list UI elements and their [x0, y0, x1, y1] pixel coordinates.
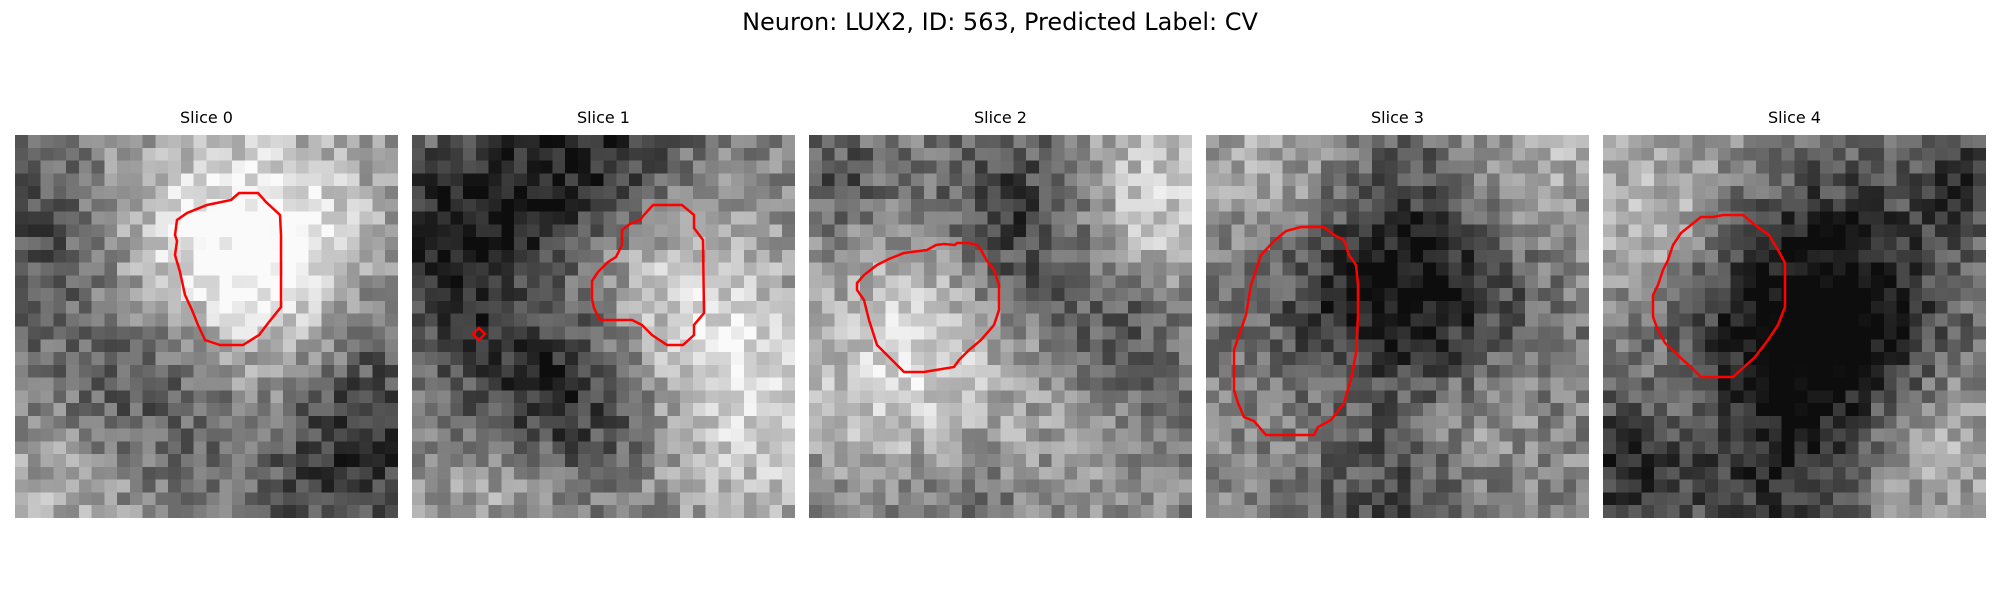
slice-image [1603, 135, 1986, 518]
roi-contour [173, 191, 283, 347]
roi-contour [855, 241, 1001, 374]
slice-title: Slice 3 [1371, 108, 1424, 127]
slice-image [15, 135, 398, 518]
roi-contour [1651, 213, 1787, 379]
slice-image [809, 135, 1192, 518]
slice-image [412, 135, 795, 518]
slice-title: Slice 1 [577, 108, 630, 127]
slice-title: Slice 4 [1768, 108, 1821, 127]
roi-contour [590, 203, 706, 347]
slice-image [1206, 135, 1589, 518]
roi-contour [1232, 225, 1360, 437]
slice-title: Slice 2 [974, 108, 1027, 127]
slice-title: Slice 0 [180, 108, 233, 127]
roi-marker [471, 326, 487, 342]
figure-title: Neuron: LUX2, ID: 563, Predicted Label: … [742, 8, 1258, 36]
